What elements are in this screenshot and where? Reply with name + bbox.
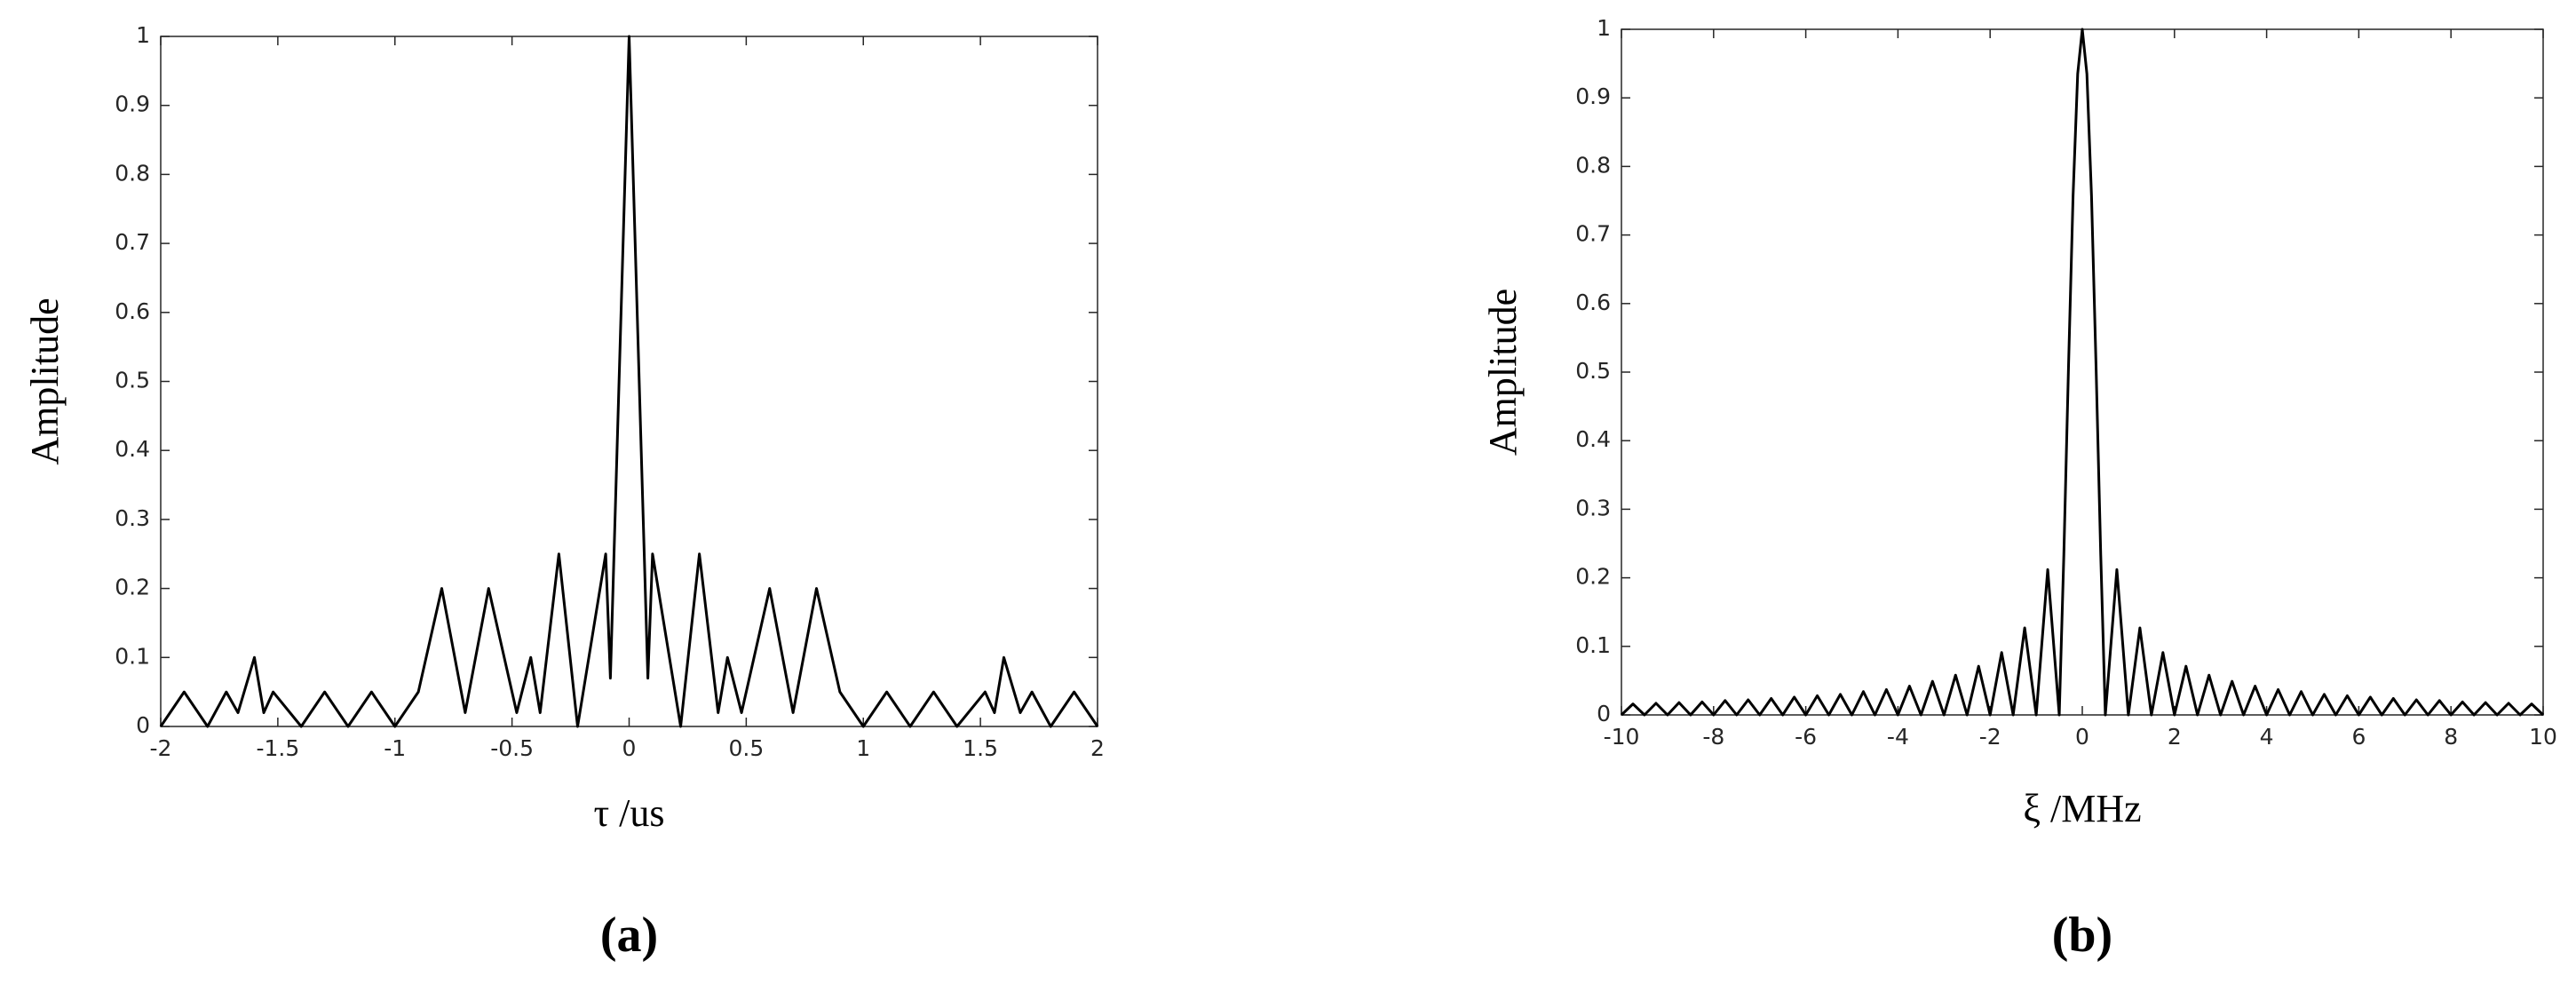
y-axis-label: Amplitude [23, 298, 67, 464]
x-axis-label: τ /us [593, 791, 664, 835]
x-tick-label: 4 [2260, 724, 2274, 750]
x-tick-label: 8 [2444, 724, 2458, 750]
x-tick-label: -10 [1604, 724, 1640, 750]
x-tick-label: 1.5 [963, 735, 998, 761]
y-tick-label: 1 [1597, 15, 1611, 41]
y-tick-label: 0.7 [115, 229, 150, 255]
plot-frame [160, 36, 1098, 727]
y-tick-label: 0.5 [115, 368, 150, 393]
subfigure-label: (b) [2052, 908, 2112, 963]
y-tick-label: 0.9 [1575, 83, 1611, 109]
y-tick-label: 1 [136, 22, 150, 48]
y-tick-label: 0.7 [1575, 221, 1611, 247]
x-tick-label: 0.5 [728, 735, 764, 761]
x-tick-label: 0 [2075, 724, 2089, 750]
x-tick-label: -8 [1702, 724, 1724, 750]
x-axis-label: ξ /MHz [2023, 787, 2141, 830]
y-tick-label: 0.8 [115, 160, 150, 186]
y-tick-label: 0.9 [115, 91, 150, 117]
y-tick-label: 0.1 [1575, 632, 1611, 658]
x-tick-label: -0.5 [490, 735, 534, 761]
subfigure-label: (a) [600, 908, 658, 963]
y-tick-label: 0.4 [115, 436, 150, 462]
y-tick-label: 0.3 [115, 505, 150, 531]
x-tick-label: -1.5 [256, 735, 299, 761]
x-tick-label: -6 [1795, 724, 1817, 750]
y-tick-label: 0.6 [115, 298, 150, 324]
x-tick-label: -1 [384, 735, 406, 761]
x-tick-label: -2 [1979, 724, 2001, 750]
y-tick-label: 0 [1597, 701, 1611, 726]
y-tick-label: 0.2 [1575, 564, 1611, 590]
x-tick-label: 10 [2529, 724, 2557, 750]
y-tick-label: 0 [136, 712, 150, 738]
y-tick-label: 0.5 [1575, 358, 1611, 384]
x-tick-label: 2 [1090, 735, 1105, 761]
y-tick-label: 0.1 [115, 643, 150, 669]
y-tick-label: 0.4 [1575, 426, 1611, 452]
y-tick-label: 0.2 [115, 575, 150, 600]
x-tick-label: -4 [1887, 724, 1909, 750]
y-tick-label: 0.6 [1575, 290, 1611, 315]
x-tick-label: 0 [622, 735, 637, 761]
y-tick-label: 0.8 [1575, 152, 1611, 178]
x-tick-label: 6 [2351, 724, 2366, 750]
data-line [1620, 28, 2545, 717]
x-tick-label: 1 [856, 735, 870, 761]
y-tick-label: 0.3 [1575, 495, 1611, 520]
x-tick-label: 2 [2168, 724, 2182, 750]
data-line [159, 35, 1099, 728]
x-tick-label: -2 [150, 735, 172, 761]
plot-frame [1621, 28, 2544, 716]
y-axis-label: Amplitude [1481, 289, 1525, 456]
